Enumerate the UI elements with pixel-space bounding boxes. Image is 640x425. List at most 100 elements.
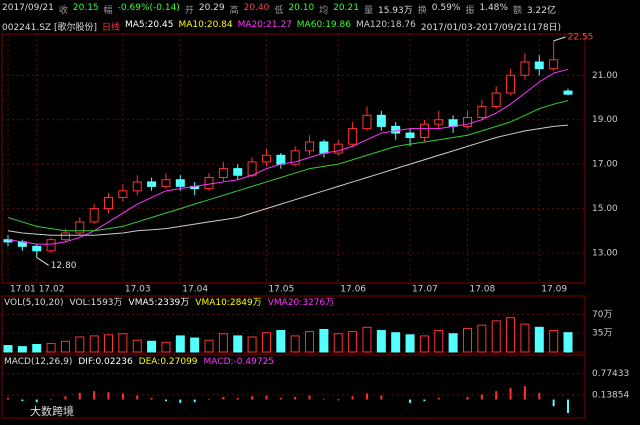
volume-bar — [448, 333, 458, 353]
candle-body — [462, 117, 472, 127]
candle-body — [491, 92, 501, 107]
candle-body — [434, 119, 444, 125]
legend-item: DEA:0.27099 — [139, 357, 198, 367]
volume-bar — [549, 330, 559, 353]
candle-body — [276, 154, 286, 165]
ma-line — [7, 100, 569, 232]
info-text: 15.93万 — [377, 6, 413, 16]
volume-bar — [333, 333, 343, 353]
ma-line — [7, 124, 569, 236]
candle-body — [319, 141, 329, 154]
info-text: 开 — [184, 6, 194, 16]
info-text: MA60:19.86 — [296, 20, 351, 30]
y-tick-label: 19.00 — [592, 115, 618, 125]
info-text: 日线 — [101, 23, 120, 33]
volume-bar — [520, 323, 530, 353]
candle-body — [419, 123, 429, 139]
candle-body — [175, 179, 185, 187]
volume-bar — [75, 336, 85, 353]
candle-body — [348, 128, 358, 145]
volume-bar — [462, 327, 472, 353]
candle-body — [46, 239, 56, 252]
y-tick-label: 15.00 — [592, 204, 618, 214]
info-text: 20.29 — [198, 3, 225, 13]
candle-body — [204, 176, 214, 190]
annotation-label: 22.55 — [568, 32, 594, 42]
info-text: 20.15 — [72, 3, 99, 13]
watermark: 大数跨境 — [30, 404, 74, 418]
volume-bar — [477, 324, 487, 353]
x-tick-label: 17.04 — [182, 285, 208, 295]
candle-body — [147, 181, 157, 187]
info-text: 20.10 — [288, 3, 315, 13]
info-text: 高 — [229, 6, 239, 16]
volume-bar — [434, 330, 444, 353]
candle-body — [448, 119, 458, 127]
annotation-pointer — [553, 36, 566, 42]
volume-bar — [376, 330, 386, 353]
candle-body — [563, 90, 573, 95]
info-text: MA10:20.84 — [178, 20, 233, 30]
x-tick-label: 17.06 — [340, 285, 366, 295]
annotation-pointer — [36, 257, 49, 266]
x-tick-label: 17.01 — [10, 285, 36, 295]
candle-body — [118, 190, 128, 198]
volume-bar — [290, 335, 300, 353]
legend-item: VOL:1593万 — [69, 298, 122, 308]
volume-bar — [118, 333, 128, 353]
volume-bar — [247, 336, 257, 353]
y-tick-label: 13.00 — [592, 249, 618, 259]
legend-item: VMA5:2339万 — [129, 298, 190, 308]
volume-bar — [534, 326, 544, 353]
candle-body — [75, 221, 85, 234]
info-text: 1.48% — [479, 3, 508, 13]
info-text: 低 — [274, 6, 284, 16]
candle-body — [218, 168, 228, 178]
volume-bar — [405, 334, 415, 353]
info-text: 换 — [417, 6, 427, 16]
volume-bar — [218, 333, 228, 353]
candle-body — [506, 74, 516, 94]
volume-bar — [348, 331, 358, 353]
volume-bar — [261, 332, 271, 353]
candle-body — [362, 114, 372, 130]
candle-body — [376, 114, 386, 127]
x-tick-label: 17.03 — [125, 285, 151, 295]
panel-legend: MACD(12,26,9) DIF:0.02236 DEA:0.27099 MACD:… — [4, 357, 274, 367]
x-tick-label: 17.02 — [39, 285, 65, 295]
candle-body — [549, 59, 559, 70]
candle-body — [477, 105, 487, 119]
volume-bar — [391, 332, 401, 353]
volume-bar — [419, 335, 429, 353]
info-text: 002241.SZ [歌尔股份] — [2, 23, 97, 33]
volume-bar — [17, 346, 27, 353]
candle-body — [132, 181, 142, 192]
volume-bar — [104, 334, 114, 353]
volume-bar — [233, 335, 243, 353]
volume-bar — [161, 341, 171, 353]
volume-bar — [46, 342, 56, 353]
volume-bar — [563, 332, 573, 353]
volume-bar — [175, 335, 185, 353]
x-tick-label: 17.07 — [412, 285, 438, 295]
legend-item: VMA10:2849万 — [195, 298, 261, 308]
info-text: 均 — [319, 6, 329, 16]
candle-body — [247, 161, 257, 176]
candle-body — [520, 61, 530, 76]
y-tick-label: 21.00 — [592, 71, 618, 81]
y-tick-label: 0.13854 — [592, 390, 629, 400]
panel-title: MACD(12,26,9) — [4, 357, 72, 367]
candle-body — [405, 132, 415, 139]
ma-line — [7, 68, 569, 245]
price-legend: 002241.SZ [歌尔股份] 日线 MA5:20.45 MA10:20.84 MA2… — [2, 20, 561, 33]
info-text: 2017/09/21 — [2, 3, 54, 13]
y-tick-label: 0.77433 — [592, 369, 629, 379]
candle-body — [333, 143, 343, 154]
volume-bar — [491, 320, 501, 353]
candle-body — [104, 196, 114, 210]
x-tick-label: 17.08 — [469, 285, 495, 295]
volume-bar — [32, 343, 42, 353]
legend-item: DIF:0.02236 — [78, 357, 133, 367]
